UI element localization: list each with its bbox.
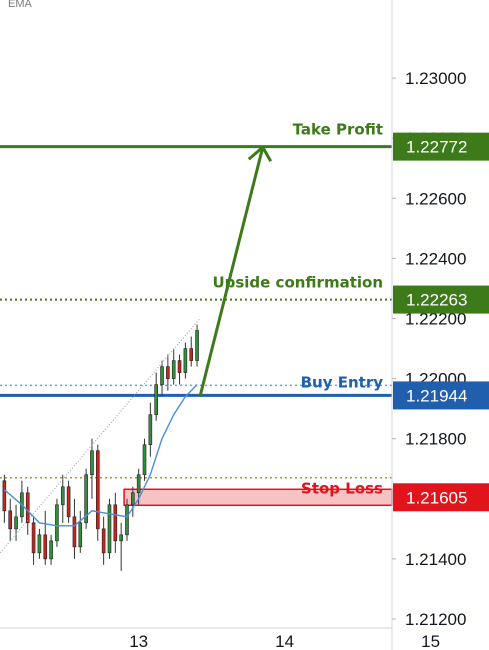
projection-arrow-shaft <box>198 146 265 397</box>
buy-entry-price-badge: 1.21944 <box>393 381 489 410</box>
candle-body <box>66 486 71 518</box>
candle-body <box>136 474 141 494</box>
price-badge-label: 1.22263 <box>406 291 467 310</box>
candle-body <box>183 348 188 373</box>
ema-indicator-label: EMA <box>8 0 33 10</box>
candle-body <box>131 492 135 506</box>
candle-body <box>107 504 112 554</box>
price-badge-bg <box>393 483 489 512</box>
candle-body <box>113 504 118 542</box>
price-axis[interactable]: 1.230001.228001.226001.224001.222001.220… <box>392 69 489 629</box>
take-profit-label: Take Profit <box>293 121 383 139</box>
price-badge-bg <box>393 132 489 161</box>
candle-body <box>101 528 106 554</box>
candle-body <box>25 492 30 524</box>
y-tick-label: 1.21800 <box>405 430 466 449</box>
candle-body <box>84 474 88 524</box>
price-badge-bg <box>393 381 489 410</box>
candle-body <box>78 522 83 548</box>
price-badge-label: 1.21944 <box>406 386 467 405</box>
price-badge-bg <box>393 285 489 314</box>
y-tick-label: 1.22600 <box>405 189 466 208</box>
upside-confirmation-label: Upside confirmation <box>212 274 383 292</box>
candle-body <box>166 366 170 379</box>
price-badge-label: 1.22772 <box>406 138 467 157</box>
candle-body <box>90 450 94 476</box>
y-tick-label: 1.21400 <box>405 550 466 569</box>
candle-body <box>177 360 182 373</box>
candle-body <box>37 534 42 554</box>
price-badge-label: 1.21605 <box>406 488 467 507</box>
y-tick-label: 1.21200 <box>405 610 466 629</box>
overlay-layer <box>0 145 273 554</box>
candle-body <box>148 414 153 446</box>
candle-body <box>72 516 77 548</box>
y-tick-label: 1.23000 <box>405 69 466 88</box>
candle-body <box>195 330 199 361</box>
trend-line <box>0 318 201 554</box>
buy-entry-label: Buy Entry <box>301 373 384 391</box>
candles-layer <box>2 324 199 571</box>
candle-body <box>154 384 158 415</box>
candle-body <box>171 360 176 379</box>
candle-body <box>119 534 123 542</box>
candle-body <box>14 516 18 530</box>
annotation-layer: Take Profit Upside confirmation Buy Entry S… <box>212 121 383 498</box>
x-tick-label: 15 <box>421 632 440 650</box>
stop-loss-label: Stop Loss <box>301 479 383 497</box>
ema-line <box>3 384 198 527</box>
levels-layer <box>0 145 393 507</box>
x-tick-label: 14 <box>275 632 294 650</box>
time-axis[interactable]: 13 14 15 <box>0 627 440 650</box>
candle-body <box>55 504 59 542</box>
take-profit-price-badge: 1.22772 <box>393 132 489 161</box>
candle-body <box>142 444 147 476</box>
candle-body <box>2 480 7 512</box>
upside-confirmation-price-badge: 1.22263 <box>393 285 489 314</box>
stop-loss-price-badge: 1.21605 <box>393 483 489 512</box>
candle-body <box>96 450 100 530</box>
candle-body <box>49 540 53 560</box>
candle-body <box>60 486 65 506</box>
candle-body <box>125 504 129 536</box>
y-tick-label: 1.22200 <box>405 310 466 329</box>
candle-body <box>43 534 48 560</box>
projection-arrowhead <box>247 145 273 162</box>
candle-body <box>189 348 194 361</box>
y-tick-label: 1.22400 <box>405 249 466 268</box>
candle-body <box>31 522 36 554</box>
x-tick-label: 13 <box>129 632 148 650</box>
candle-body <box>8 510 13 530</box>
candle-body <box>160 366 164 385</box>
